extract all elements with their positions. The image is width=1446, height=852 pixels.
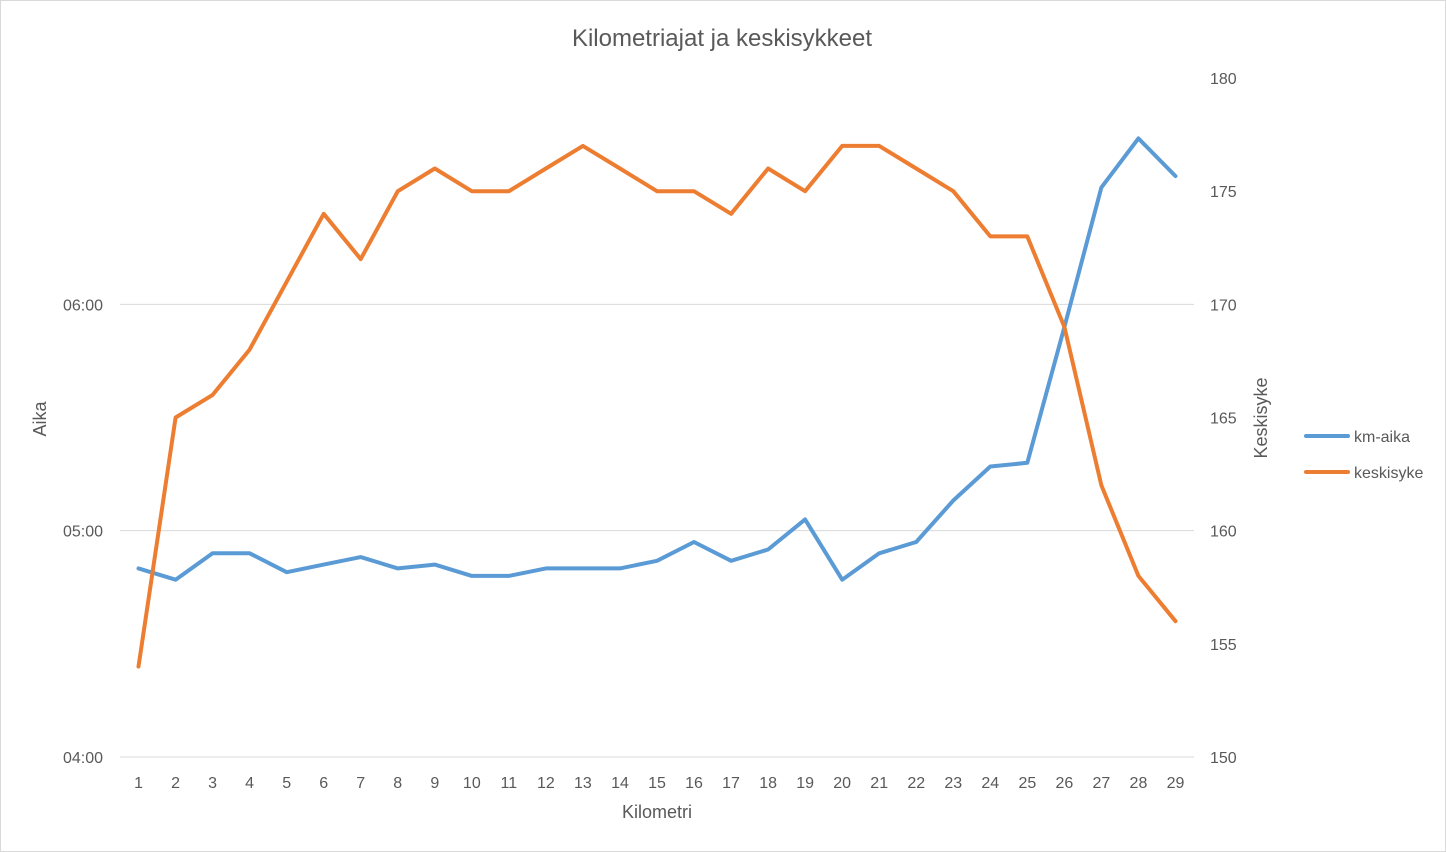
x-tick-label: 9 [430, 775, 439, 792]
x-tick-label: 13 [574, 775, 592, 792]
left-tick-label: 04:00 [63, 750, 103, 767]
legend: km-aika keskisyke [1304, 429, 1423, 482]
x-tick-label: 27 [1093, 775, 1111, 792]
x-tick-label: 16 [685, 775, 703, 792]
right-tick-label: 160 [1210, 524, 1237, 541]
x-tick-label: 3 [208, 775, 217, 792]
x-axis-ticks: 1 2 3 4 5 6 7 8 9 10 11 12 13 14 15 16 17 18 19 20 21 22 23 24 2… [134, 775, 1184, 792]
left-tick-label: 05:00 [63, 524, 103, 541]
right-tick-label: 170 [1210, 297, 1237, 314]
x-tick-label: 25 [1018, 775, 1036, 792]
right-axis-label: Keskisyke [1251, 377, 1271, 458]
gridlines [120, 303, 1194, 758]
x-tick-label: 17 [722, 775, 740, 792]
x-tick-label: 29 [1167, 775, 1185, 792]
x-tick-label: 4 [245, 775, 254, 792]
series-line-km-aika [136, 136, 1178, 582]
right-tick-label: 175 [1210, 184, 1237, 201]
legend-label-keskisyke: keskisyke [1354, 465, 1423, 482]
right-tick-label: 155 [1210, 637, 1237, 654]
x-tick-label: 7 [356, 775, 365, 792]
x-tick-label: 22 [907, 775, 925, 792]
right-axis-ticks: 150 155 160 165 170 175 180 [1210, 71, 1237, 767]
x-tick-label: 14 [611, 775, 629, 792]
left-axis-ticks: 04:00 05:00 06:00 [63, 297, 103, 767]
right-tick-label: 165 [1210, 411, 1237, 428]
x-tick-label: 23 [944, 775, 962, 792]
x-tick-label: 12 [537, 775, 555, 792]
x-tick-label: 8 [393, 775, 402, 792]
x-tick-label: 26 [1055, 775, 1073, 792]
x-tick-label: 28 [1130, 775, 1148, 792]
chart-title: Kilometriajat ja keskisykkeet [572, 25, 872, 52]
left-tick-label: 06:00 [63, 297, 103, 314]
x-tick-label: 18 [759, 775, 777, 792]
x-tick-label: 20 [833, 775, 851, 792]
x-tick-label: 15 [648, 775, 666, 792]
x-tick-label: 10 [463, 775, 481, 792]
legend-label-km-aika: km-aika [1354, 429, 1410, 446]
right-tick-label: 150 [1210, 750, 1237, 767]
x-axis-label: Kilometri [622, 802, 692, 822]
x-tick-label: 2 [171, 775, 180, 792]
x-tick-label: 5 [282, 775, 291, 792]
x-tick-label: 11 [501, 775, 518, 792]
x-tick-label: 1 [134, 775, 143, 792]
x-tick-label: 24 [981, 775, 999, 792]
x-tick-label: 21 [870, 775, 888, 792]
x-tick-label: 19 [796, 775, 814, 792]
right-tick-label: 180 [1210, 71, 1237, 88]
series-lines [136, 136, 1178, 669]
left-axis-label: Aika [30, 401, 50, 437]
series-line-keskisyke [136, 143, 1178, 669]
x-tick-label: 6 [319, 775, 328, 792]
